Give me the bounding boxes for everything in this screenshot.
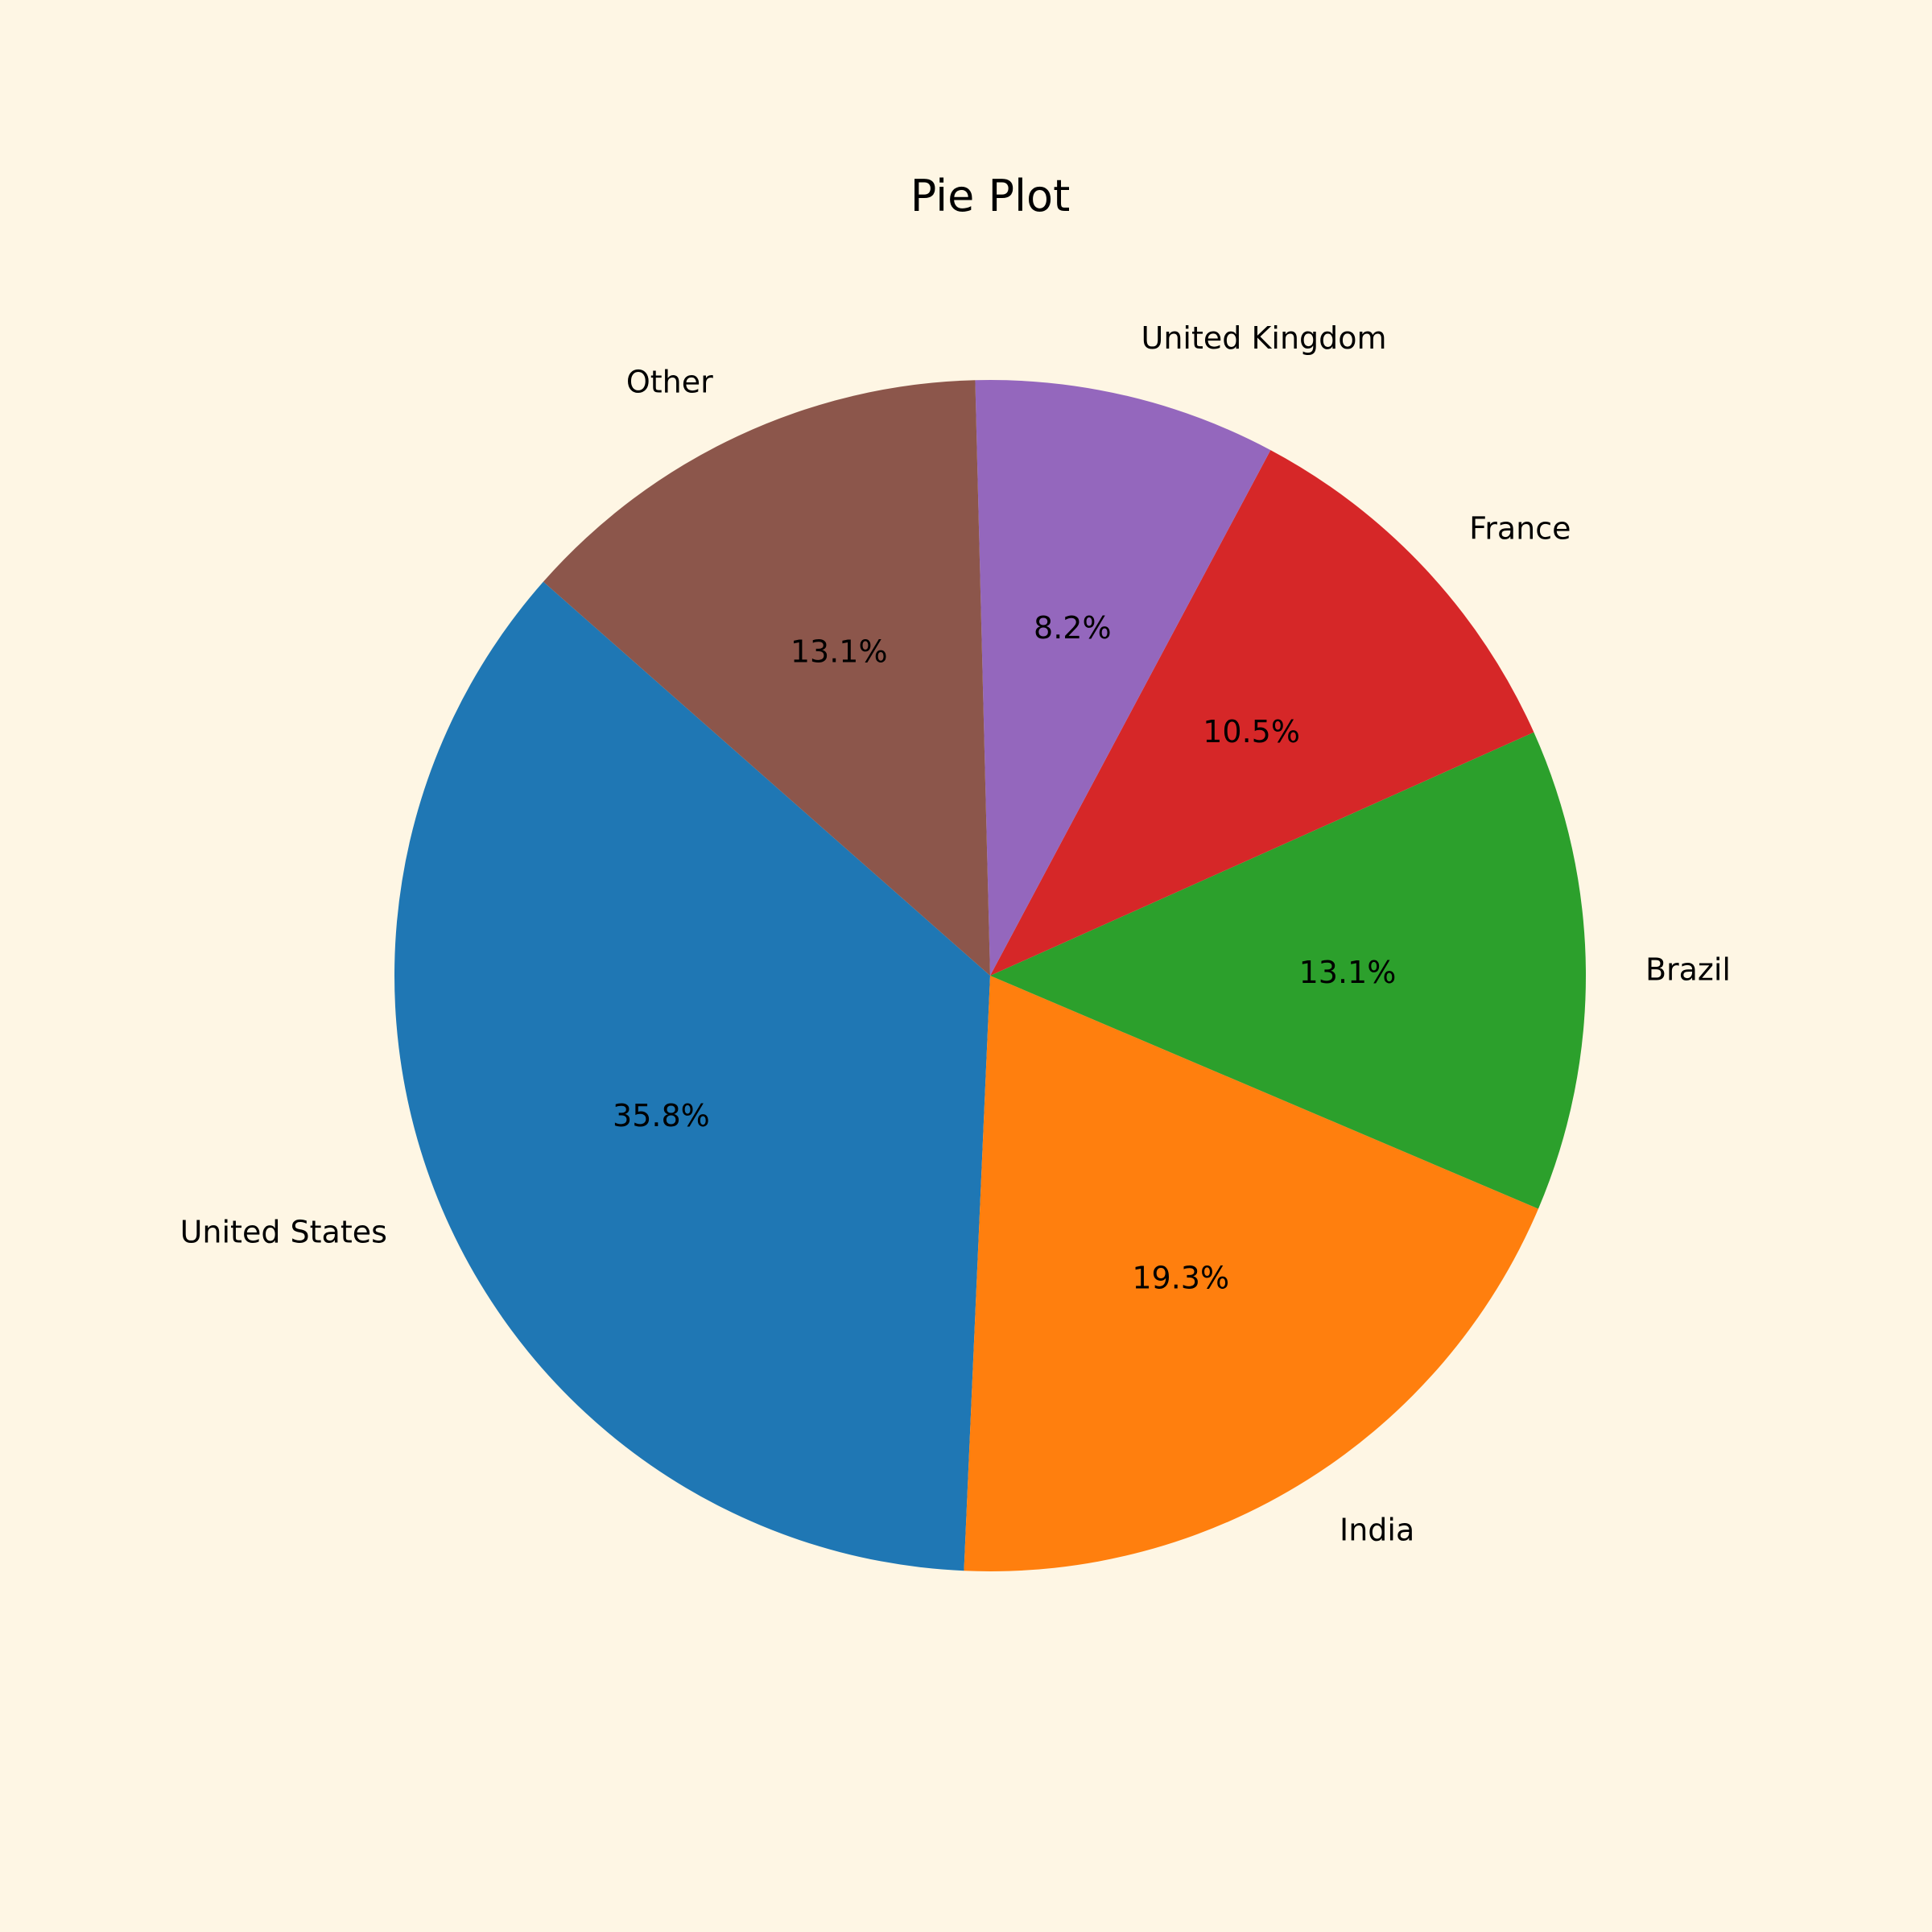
slice-label-other: Other <box>626 364 713 399</box>
pie-slice-other <box>543 380 990 976</box>
slice-label-india: India <box>1340 1513 1414 1548</box>
pie-slice-brazil <box>990 732 1586 1209</box>
pct-label-other: 13.1% <box>791 634 888 670</box>
pie-slices <box>394 380 1586 1572</box>
pct-label-united-kingdom: 8.2% <box>1034 610 1112 646</box>
chart-title: Pie Plot <box>910 171 1071 221</box>
pct-label-india: 19.3% <box>1132 1261 1229 1296</box>
pct-label-france: 10.5% <box>1203 714 1300 749</box>
pie-slice-india <box>964 976 1538 1572</box>
slice-label-france: France <box>1469 511 1571 547</box>
pie-slice-labels: United States India Brazil France United Kin… <box>180 320 1731 1548</box>
slice-label-united-kingdom: United Kingdom <box>1141 320 1387 356</box>
pie-percent-labels: 35.8% 19.3% 13.1% 10.5% 8.2% 13.1% <box>613 610 1396 1296</box>
pct-label-united-states: 35.8% <box>613 1098 710 1133</box>
pie-slice-france <box>990 450 1534 976</box>
slice-label-united-states: United States <box>180 1215 387 1250</box>
pie-slice-united-kingdom <box>975 380 1271 976</box>
pct-label-brazil: 13.1% <box>1299 955 1397 990</box>
pie-slice-united-states <box>394 581 990 1571</box>
slice-label-brazil: Brazil <box>1645 952 1731 987</box>
